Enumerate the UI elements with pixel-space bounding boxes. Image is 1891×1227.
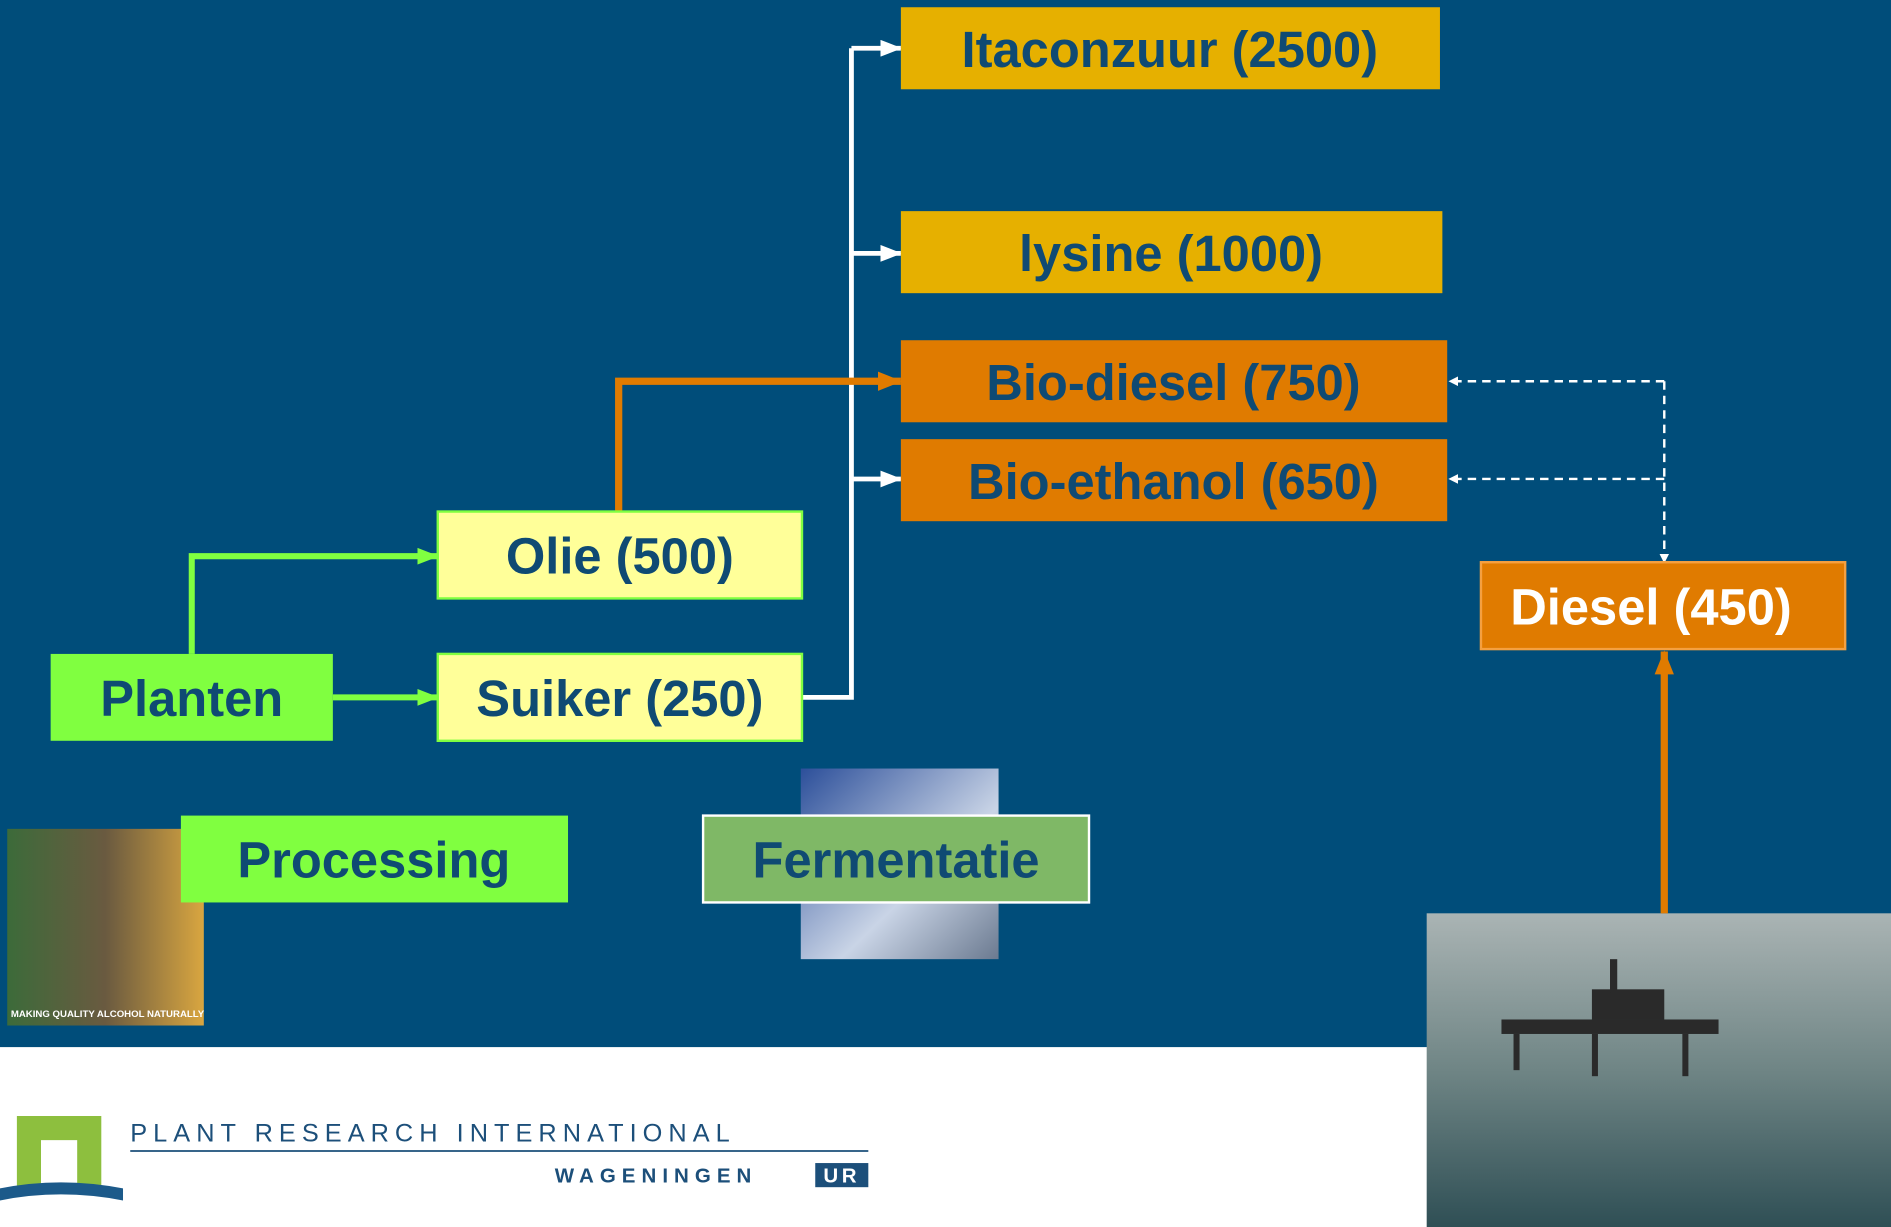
node-label: Itaconzuur (2500) — [962, 21, 1379, 78]
node-label: Bio-ethanol (650) — [968, 453, 1379, 510]
organization-name: PLANT RESEARCH INTERNATIONAL — [130, 1119, 736, 1147]
plant-photo — [7, 829, 204, 1026]
node-label: Bio-diesel (750) — [986, 354, 1360, 411]
node-label: Olie (500) — [506, 528, 734, 585]
legend-label: Fermentatie — [753, 832, 1040, 889]
oil-rig-photo — [1427, 913, 1891, 1227]
node-label: Planten — [100, 670, 283, 727]
slide: MAKING QUALITY ALCOHOL NATURALLY Itaconz… — [0, 0, 1891, 1227]
legend-label: Processing — [237, 832, 510, 889]
photo-caption: MAKING QUALITY ALCOHOL NATURALLY — [11, 1009, 205, 1020]
node-label: lysine (1000) — [1019, 225, 1323, 282]
node-label: Suiker (250) — [476, 670, 763, 727]
ur-badge-text: UR — [823, 1164, 860, 1187]
university-name: WAGENINGEN — [555, 1164, 758, 1187]
page: MAKING QUALITY ALCOHOL NATURALLY Itaconz… — [0, 0, 1891, 1227]
node-label: Diesel (450) — [1510, 578, 1792, 635]
